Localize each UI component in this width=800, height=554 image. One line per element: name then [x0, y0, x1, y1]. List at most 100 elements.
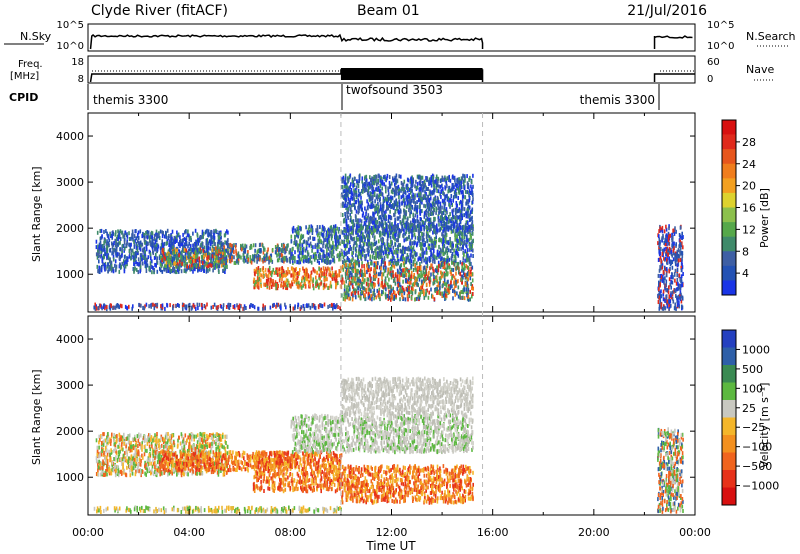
data-cell	[382, 251, 385, 256]
data-cell	[420, 217, 422, 222]
data-cell	[398, 199, 401, 204]
data-cell	[201, 242, 204, 246]
data-cell	[334, 224, 337, 229]
data-cell	[270, 285, 273, 289]
data-cell	[417, 294, 420, 299]
data-cell	[186, 264, 188, 269]
data-cell	[237, 258, 240, 263]
data-cell	[450, 226, 452, 231]
data-cell	[394, 202, 397, 207]
data-cell	[259, 257, 261, 262]
data-cell	[391, 295, 394, 300]
data-cell	[159, 268, 162, 273]
data-cell	[463, 207, 466, 212]
data-cell	[416, 241, 419, 246]
data-cell	[168, 258, 171, 263]
freq-unit-label: [MHz]	[10, 71, 39, 82]
data-cell	[303, 306, 306, 311]
data-cell	[181, 252, 183, 257]
data-cell	[396, 203, 399, 208]
data-cell	[193, 262, 196, 267]
data-cell	[372, 281, 375, 286]
data-cell	[301, 254, 304, 259]
data-cell	[377, 251, 380, 256]
data-cell	[308, 243, 310, 248]
data-cell	[361, 272, 364, 277]
data-cell	[398, 271, 401, 276]
data-cell	[97, 269, 99, 274]
data-cell	[150, 230, 153, 235]
data-cell	[261, 243, 264, 248]
data-cell	[318, 252, 321, 257]
freq-tick-bottom: 8	[78, 74, 84, 85]
data-cell	[386, 242, 389, 247]
data-cell	[465, 244, 468, 249]
data-cell	[376, 265, 378, 270]
data-cell	[399, 264, 402, 269]
data-cell	[406, 268, 409, 273]
data-cell	[328, 267, 331, 272]
data-cell	[320, 281, 322, 286]
data-cell	[449, 265, 451, 270]
data-cell	[344, 234, 346, 239]
data-cell	[325, 283, 328, 288]
data-cell	[446, 176, 448, 181]
data-cell	[181, 261, 183, 266]
data-cell	[271, 270, 273, 275]
data-cell	[268, 285, 271, 290]
data-cell	[126, 234, 129, 239]
data-cell	[96, 255, 99, 260]
data-cell	[416, 277, 418, 282]
data-cell	[377, 277, 380, 282]
data-cell	[412, 254, 415, 259]
data-cell	[185, 238, 187, 242]
data-cell	[419, 266, 422, 271]
data-cell	[470, 282, 472, 286]
data-cell	[149, 242, 152, 247]
data-cell	[428, 212, 430, 217]
data-cell	[214, 242, 216, 247]
data-cell	[407, 246, 409, 251]
data-cell	[190, 306, 193, 311]
data-cell	[354, 273, 357, 277]
data-cell	[347, 193, 349, 198]
data-cell	[222, 262, 224, 267]
data-cell	[109, 231, 111, 236]
data-cell	[168, 268, 171, 273]
data-cell	[118, 305, 121, 310]
data-cell	[126, 232, 128, 237]
data-cell	[402, 245, 404, 250]
data-cell	[423, 292, 425, 297]
data-cell	[380, 263, 383, 268]
data-cell	[360, 281, 363, 286]
data-cell	[382, 238, 385, 243]
data-cell	[286, 278, 289, 283]
data-cell	[352, 219, 355, 224]
data-cell	[462, 271, 465, 276]
data-cell	[451, 203, 453, 207]
data-cell	[161, 254, 164, 258]
data-cell	[292, 269, 294, 274]
data-cell	[191, 256, 194, 261]
data-cell	[459, 271, 461, 276]
data-cell	[159, 229, 162, 234]
data-cell	[150, 264, 152, 269]
data-cell	[416, 261, 418, 266]
data-cell	[463, 235, 465, 240]
data-cell	[269, 282, 271, 287]
data-cell	[429, 266, 431, 271]
data-cell	[465, 220, 468, 225]
data-cell	[175, 235, 178, 240]
data-cell	[381, 244, 383, 249]
data-cell	[379, 232, 382, 237]
data-cell	[345, 232, 348, 237]
data-cell	[420, 259, 423, 264]
data-cell	[310, 244, 313, 249]
data-cell	[446, 287, 448, 292]
data-cell	[361, 233, 364, 238]
data-cell	[459, 229, 461, 234]
data-cell	[258, 269, 261, 274]
data-cell	[312, 277, 315, 282]
data-cell	[282, 256, 284, 261]
data-cell	[152, 302, 154, 307]
